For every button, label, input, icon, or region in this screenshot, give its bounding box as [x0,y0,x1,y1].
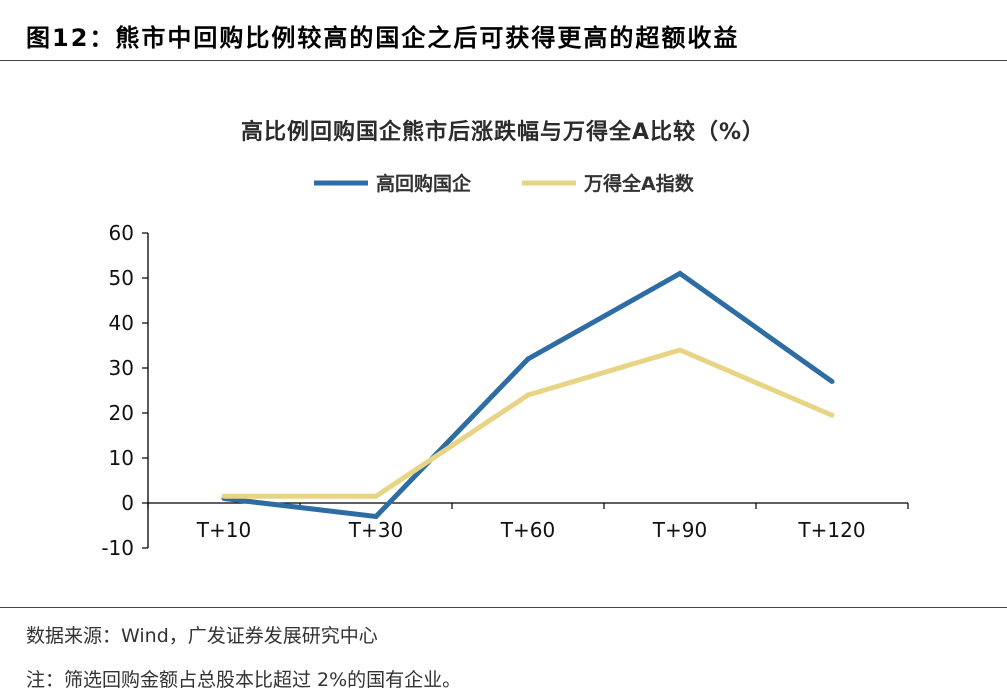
header-divider [0,60,1007,61]
figure-header: 图12：熊市中回购比例较高的国企之后可获得更高的超额收益 [0,0,1007,62]
chart-axes: -10 0 10 20 30 40 50 60 T+10 T+30 T+60 T+90 T+120 [101,221,909,560]
x-tick-label: T+120 [797,518,865,542]
series-line-2 [224,347,833,499]
legend-label-2: 万得全A指数 [583,172,695,195]
y-tick-label: 0 [121,491,134,515]
line-chart: 高比例回购国企熊市后涨跌幅与万得全A比较（%） 高回购国企 万得全A指数 -10 0… [101,119,909,560]
source-note: 数据来源：Wind，广发证券发展研究中心 [26,625,378,647]
series-2-point [829,412,835,418]
footnote: 注：筛选回购金额占总股本比超过 2%的国有企业。 [26,669,462,691]
series-2-point [373,493,379,499]
series-1-point [525,356,531,362]
y-tick-label: 30 [109,356,134,380]
y-tick-label: 40 [109,311,134,335]
x-tick-label: T+30 [348,518,403,542]
series-1-point [677,271,683,276]
chart-title: 高比例回购国企熊市后涨跌幅与万得全A比较（%） [241,119,765,145]
footer-divider [0,607,1007,608]
figure-title: 图12：熊市中回购比例较高的国企之后可获得更高的超额收益 [26,24,740,52]
chart-legend: 高回购国企 万得全A指数 [314,172,695,195]
legend-label-1: 高回购国企 [376,172,472,195]
series-2-point [677,347,683,353]
x-tick-label: T+10 [196,518,251,542]
x-tick-label: T+60 [500,518,555,542]
y-tick-label: -10 [101,536,134,560]
series-2-point [525,392,531,398]
series-1-point [829,379,835,384]
series-1-point [373,514,379,519]
y-tick-label: 50 [109,266,134,290]
y-tick-label: 20 [109,401,134,425]
series-2-point [221,493,227,499]
y-tick-label: 60 [109,221,134,245]
chart-series [221,270,835,520]
y-tick-label: 10 [109,446,134,470]
x-tick-label: T+90 [652,518,707,542]
